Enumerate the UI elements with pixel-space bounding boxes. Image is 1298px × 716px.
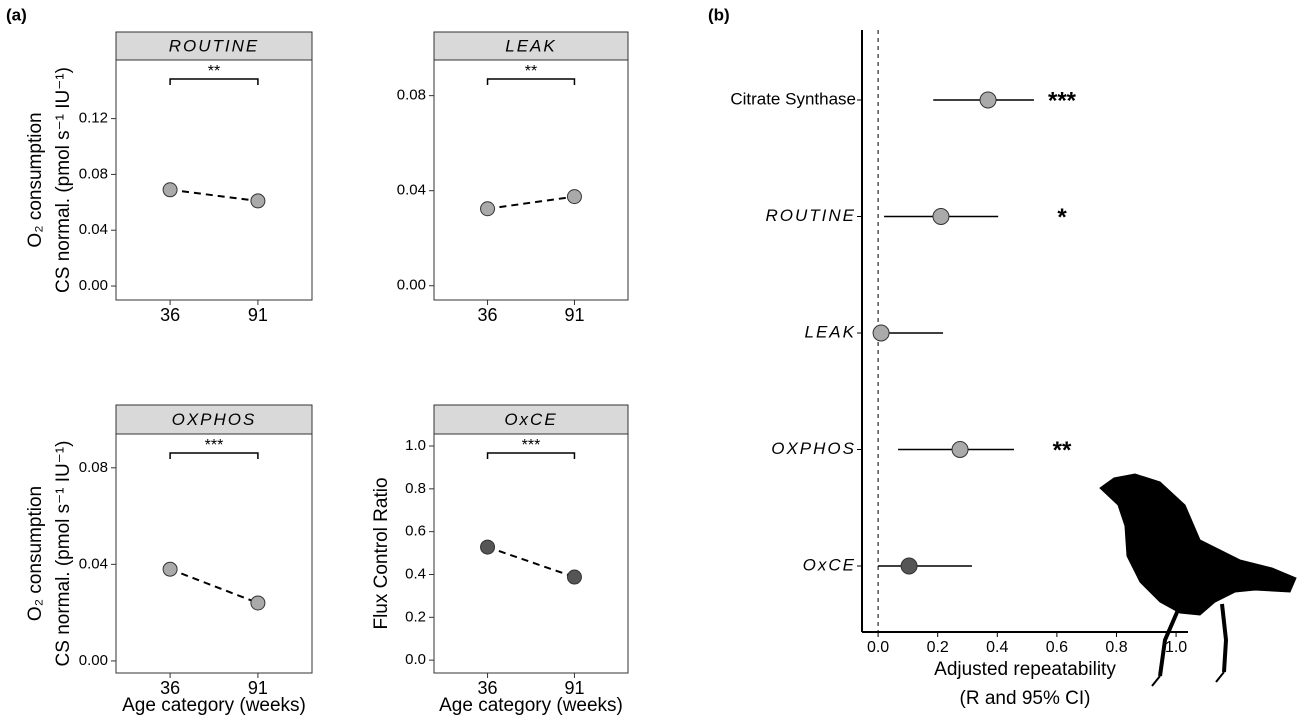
y-tick-label: 0.04 <box>79 555 108 572</box>
x-axis-label: (R and 95% CI) <box>960 688 1091 709</box>
mean-point <box>480 539 496 555</box>
y-tick-label: 0.8 <box>405 480 426 497</box>
significance-bracket <box>169 452 259 459</box>
panel-frame <box>115 59 313 301</box>
estimate-point <box>951 441 969 458</box>
significance-bracket <box>169 78 259 85</box>
mean-point <box>250 193 266 209</box>
bird-foot <box>1215 671 1225 683</box>
y-tick-label: 0.00 <box>79 277 108 294</box>
y-axis-label: CS normal. (pmol s⁻¹ IU⁻¹) <box>53 67 74 293</box>
y-axis-label: O₂ consumption <box>25 112 46 247</box>
y-axis-label: CS normal. (pmol s⁻¹ IU⁻¹) <box>53 441 74 667</box>
significance-bracket <box>486 78 576 85</box>
category-label: LEAK <box>805 322 856 341</box>
significance: *** <box>522 437 541 454</box>
mean-point <box>162 561 178 577</box>
significance: ** <box>208 63 220 80</box>
x-tick-label: 0.8 <box>1105 639 1127 656</box>
significance: ** <box>525 63 537 80</box>
x-tick-label: 91 <box>248 678 268 698</box>
estimate-point <box>932 208 950 225</box>
panel-frame <box>115 433 313 674</box>
panel-frame <box>433 59 629 301</box>
strip-title: OxCE <box>504 410 557 429</box>
y-tick-label: 1.0 <box>405 437 426 454</box>
panel-label: (b) <box>708 5 730 24</box>
significance: * <box>1057 204 1067 231</box>
x-tick-label: 36 <box>160 678 180 698</box>
bird-foot <box>1151 675 1161 687</box>
mean-line <box>487 195 575 210</box>
x-tick-label: 1.0 <box>1165 639 1187 656</box>
mean-point <box>480 201 496 217</box>
strip <box>433 404 629 435</box>
y-tick-label: 0.04 <box>79 221 108 238</box>
strip <box>115 404 313 435</box>
mean-point <box>566 569 582 585</box>
y-tick-label: 0.12 <box>79 110 108 127</box>
significance-bracket <box>486 452 576 459</box>
category-label: ROUTINE <box>766 206 857 225</box>
mean-line <box>169 568 259 604</box>
y-axis-label: O₂ consumption <box>25 486 46 621</box>
bird-silhouette <box>1099 473 1297 687</box>
strip-title: ROUTINE <box>169 36 260 55</box>
y-tick-label: 0.04 <box>397 182 426 199</box>
y-tick-label: 0.2 <box>405 608 426 625</box>
mean-point <box>162 182 178 198</box>
y-tick-label: 0.6 <box>405 523 426 540</box>
category-label: OxCE <box>803 555 856 574</box>
x-tick-label: 91 <box>564 305 584 325</box>
y-tick-label: 0.00 <box>397 277 426 294</box>
estimate-point <box>872 324 890 342</box>
x-tick-label: 0.2 <box>927 639 949 656</box>
y-tick-label: 0.08 <box>397 87 426 104</box>
strip-title: OXPHOS <box>172 410 257 429</box>
y-axis-label: Flux Control Ratio <box>371 477 392 629</box>
bird-leg <box>1158 609 1180 677</box>
panel-label: (a) <box>6 5 27 24</box>
x-axis-label: Age category (weeks) <box>439 695 623 716</box>
x-tick-label: 36 <box>478 305 498 325</box>
estimate-point <box>979 91 997 109</box>
x-tick-label: 36 <box>160 305 180 325</box>
significance: *** <box>205 437 224 454</box>
bird-leg <box>1220 603 1229 673</box>
y-tick-label: 0.0 <box>405 651 426 668</box>
significance: *** <box>1048 87 1077 114</box>
strip-title: LEAK <box>505 36 556 55</box>
y-tick-label: 0.00 <box>79 652 108 669</box>
bird-body <box>1099 473 1297 616</box>
significance: ** <box>1053 437 1072 464</box>
y-tick-label: 0.4 <box>405 565 426 582</box>
estimate-point <box>900 557 918 575</box>
x-tick-label: 0.0 <box>867 639 889 656</box>
category-label: OXPHOS <box>771 439 856 458</box>
x-tick-label: 91 <box>564 678 584 698</box>
mean-line <box>487 546 575 579</box>
x-axis-label: Adjusted repeatability <box>934 659 1116 680</box>
panel-frame <box>433 433 629 674</box>
x-tick-label: 36 <box>478 678 498 698</box>
mean-point <box>250 595 266 611</box>
x-tick-label: 0.6 <box>1046 639 1068 656</box>
x-tick-label: 91 <box>248 305 268 325</box>
category-label: Citrate Synthase <box>730 89 856 108</box>
mean-point <box>566 189 582 205</box>
x-tick-label: 0.4 <box>986 639 1008 656</box>
y-tick-label: 0.08 <box>79 165 108 182</box>
mean-line <box>169 188 259 202</box>
y-tick-label: 0.08 <box>79 459 108 476</box>
x-axis-label: Age category (weeks) <box>122 695 306 716</box>
